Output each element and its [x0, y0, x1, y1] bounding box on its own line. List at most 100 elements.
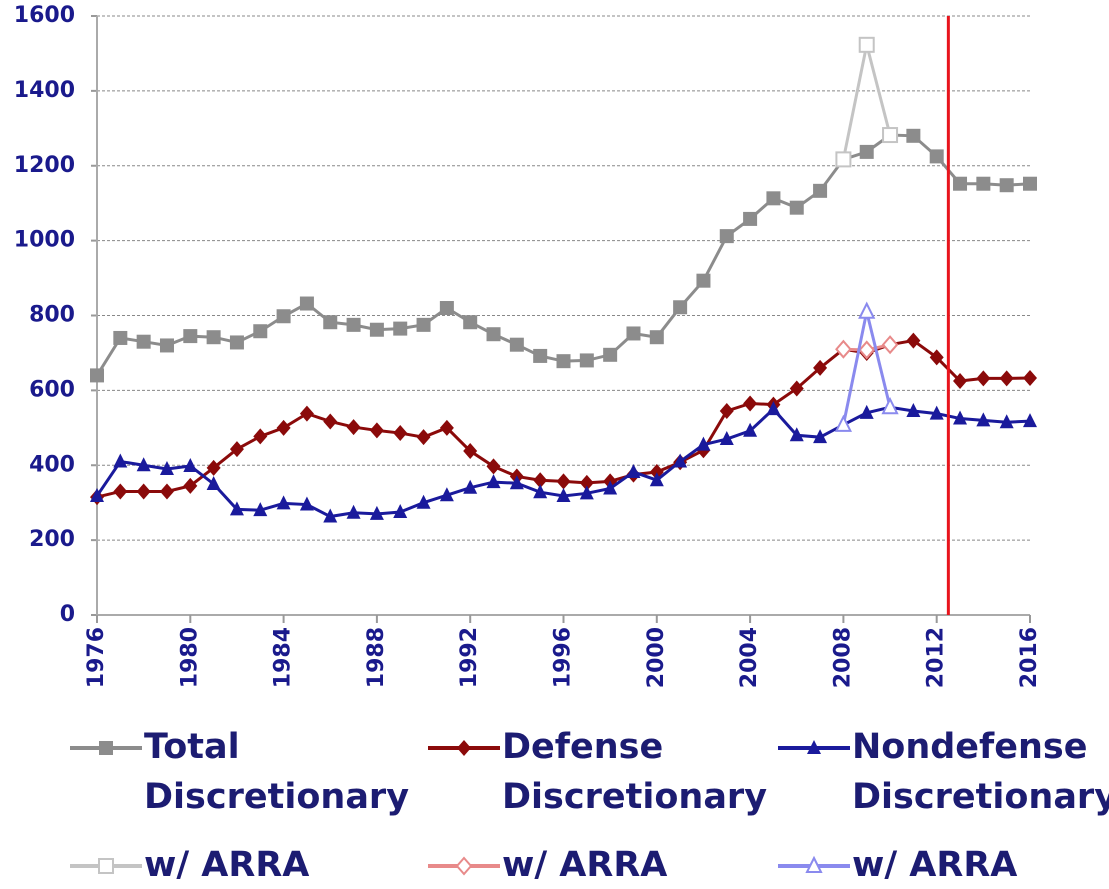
- marker: [1023, 176, 1037, 191]
- marker: [813, 359, 828, 376]
- marker: [766, 191, 781, 206]
- y-tick-label: 1200: [14, 153, 75, 178]
- x-tick-label: 1984: [271, 627, 296, 688]
- marker: [136, 457, 151, 472]
- marker: [486, 474, 501, 489]
- marker: [253, 502, 268, 517]
- marker: [673, 453, 688, 468]
- marker: [1023, 370, 1037, 387]
- marker: [509, 337, 524, 352]
- marker: [159, 460, 174, 475]
- marker: [463, 315, 478, 330]
- x-tick-label: 1980: [177, 627, 202, 688]
- marker: [159, 338, 174, 353]
- x-tick-label: 1976: [84, 627, 109, 688]
- marker: [649, 330, 664, 345]
- marker: [719, 431, 734, 446]
- marker: [579, 474, 594, 491]
- marker: [509, 475, 524, 490]
- marker: [766, 401, 781, 416]
- y-tick-label: 1600: [14, 3, 75, 28]
- marker: [136, 334, 151, 349]
- y-tick-label: 1000: [14, 228, 75, 253]
- marker: [999, 370, 1014, 387]
- marker: [976, 370, 991, 387]
- marker: [276, 309, 291, 324]
- marker: [90, 487, 104, 502]
- marker: [813, 183, 828, 198]
- x-tick-label: 1996: [551, 627, 576, 688]
- marker: [789, 200, 804, 215]
- legend-label: w/ ARRA: [852, 845, 1018, 885]
- marker: [626, 463, 641, 478]
- marker: [393, 504, 408, 519]
- marker: [346, 419, 361, 436]
- marker: [719, 402, 734, 419]
- marker: [976, 176, 991, 191]
- marker: [807, 740, 821, 754]
- marker: [439, 301, 454, 316]
- marker: [455, 856, 473, 876]
- marker: [463, 443, 478, 460]
- legend-label: w/ ARRA: [144, 845, 310, 885]
- marker: [929, 405, 944, 420]
- marker: [834, 414, 853, 432]
- marker: [906, 402, 921, 417]
- marker: [859, 144, 874, 159]
- marker: [393, 425, 408, 442]
- marker: [533, 484, 548, 499]
- marker: [416, 317, 431, 332]
- marker: [206, 330, 221, 345]
- marker: [929, 149, 944, 164]
- marker: [953, 373, 968, 390]
- legend-label: w/ ARRA: [502, 845, 668, 885]
- marker: [719, 229, 734, 244]
- marker: [323, 315, 338, 330]
- marker: [805, 855, 823, 873]
- marker: [906, 128, 921, 143]
- marker: [743, 211, 758, 226]
- marker: [393, 321, 408, 336]
- marker: [229, 501, 244, 516]
- marker: [159, 483, 174, 500]
- marker: [858, 340, 876, 360]
- marker: [457, 740, 471, 756]
- legend-label: Nondefense Discretionary: [852, 727, 1109, 817]
- marker: [183, 477, 198, 494]
- marker: [253, 324, 268, 339]
- marker: [789, 427, 804, 442]
- marker: [579, 485, 594, 500]
- marker: [346, 504, 361, 519]
- marker: [99, 741, 113, 755]
- marker: [859, 404, 874, 419]
- legend-label: Total Discretionary: [144, 727, 410, 817]
- marker: [463, 479, 478, 494]
- marker: [813, 429, 828, 444]
- marker: [323, 413, 338, 430]
- marker: [439, 419, 454, 436]
- marker: [136, 483, 151, 500]
- marker: [299, 405, 314, 422]
- marker: [98, 858, 114, 874]
- marker: [113, 330, 128, 345]
- marker: [696, 436, 711, 451]
- x-tick-label: 2008: [830, 627, 855, 688]
- legend-label: Defense Discretionary: [502, 727, 768, 817]
- marker: [603, 347, 618, 362]
- marker: [743, 395, 758, 412]
- marker: [533, 348, 548, 363]
- marker: [835, 339, 852, 359]
- marker: [858, 36, 875, 53]
- marker: [953, 176, 968, 191]
- marker: [439, 487, 454, 502]
- marker: [183, 457, 198, 472]
- marker: [369, 322, 384, 337]
- marker: [976, 412, 991, 427]
- marker: [858, 301, 876, 319]
- marker: [276, 495, 291, 510]
- marker: [369, 422, 384, 439]
- y-tick-label: 1400: [14, 78, 75, 103]
- marker: [206, 475, 221, 490]
- marker: [999, 414, 1014, 429]
